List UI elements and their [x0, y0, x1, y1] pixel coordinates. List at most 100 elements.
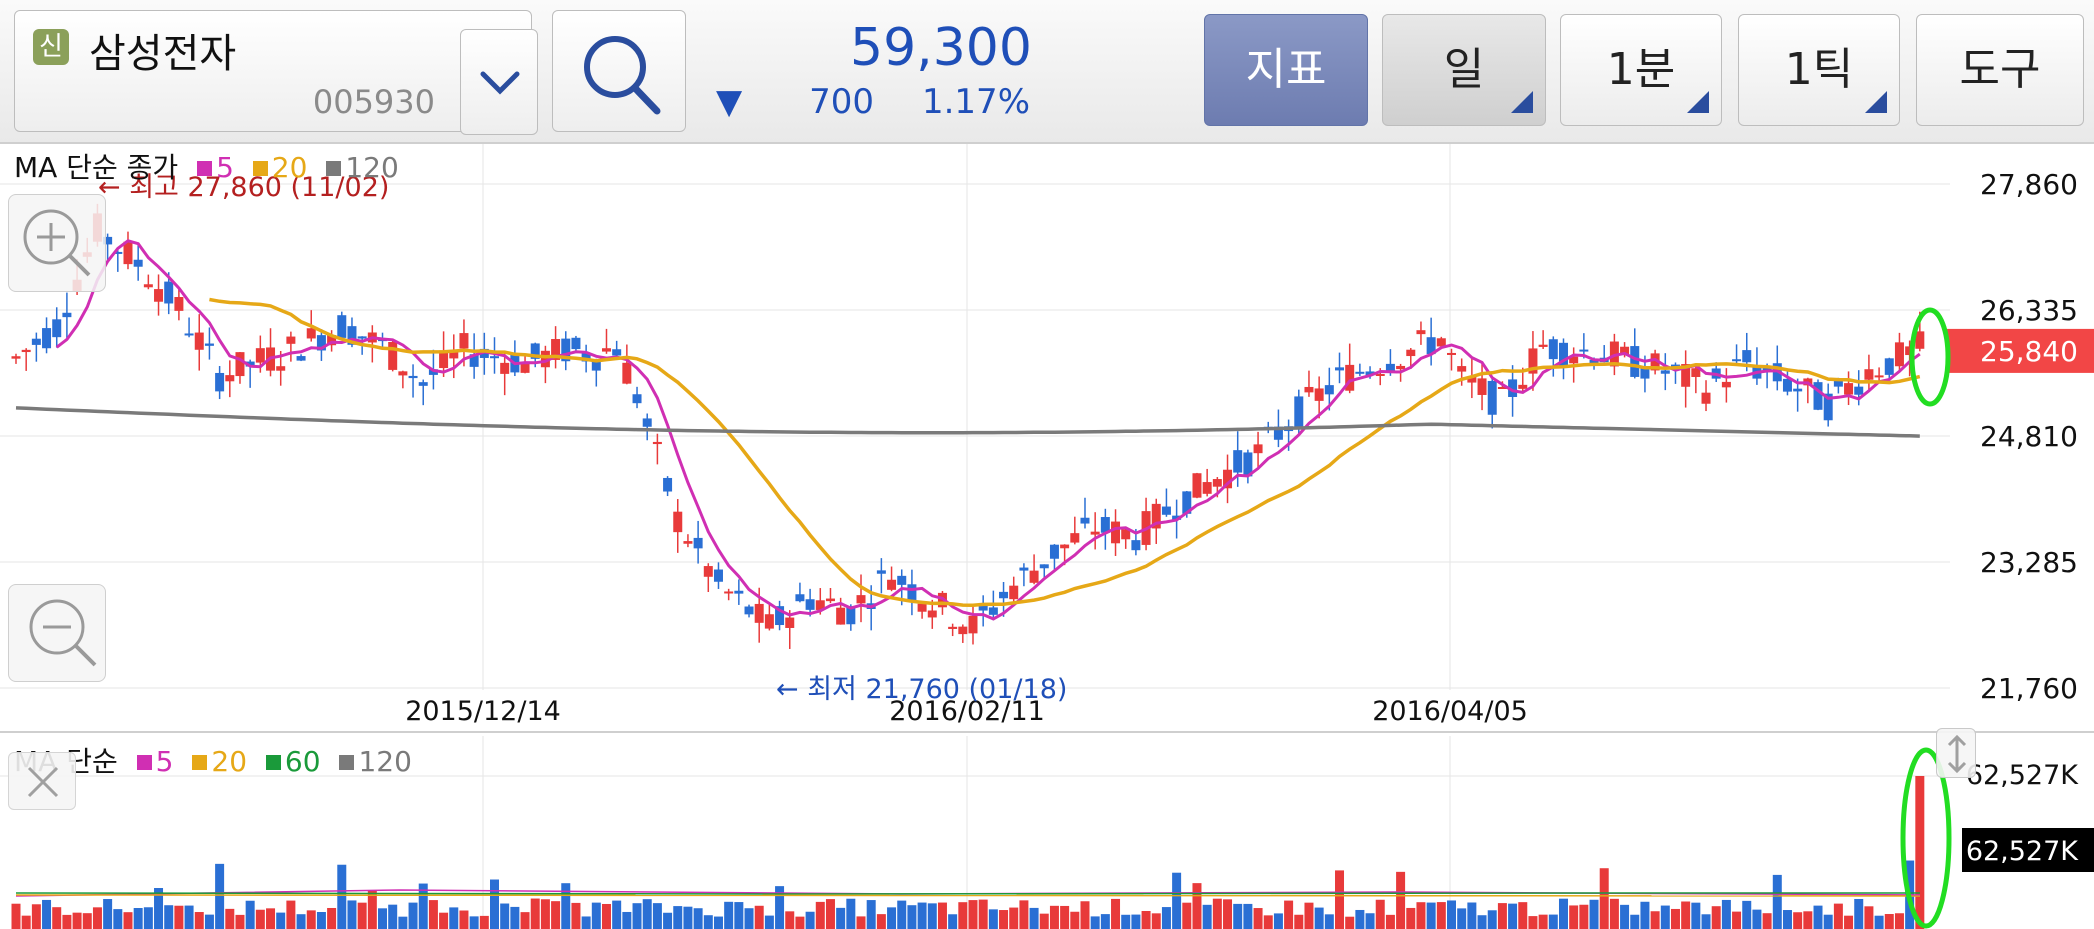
candle-body: [215, 372, 225, 392]
candle-body: [520, 361, 530, 373]
indicator-button[interactable]: 지표: [1204, 14, 1368, 126]
volume-bar: [1355, 909, 1365, 929]
volume-bar: [1019, 900, 1029, 929]
volume-bar: [887, 907, 897, 929]
candle-body: [388, 342, 398, 370]
volume-bar: [439, 912, 449, 929]
price-axis-label: 23,285: [1980, 546, 2078, 579]
candle-body: [551, 339, 561, 360]
volume-bar: [754, 905, 764, 929]
volume-bar: [703, 915, 713, 929]
volume-bar: [82, 913, 92, 929]
candle-body: [561, 338, 571, 362]
volume-bar: [1589, 899, 1599, 929]
candle-body: [1396, 365, 1406, 370]
volume-bar: [1681, 901, 1691, 929]
candle-body: [1487, 380, 1497, 415]
candle-body: [1151, 503, 1161, 529]
highlight-oval: [1909, 307, 1951, 407]
close-volume-button[interactable]: [8, 752, 76, 810]
candle-body: [347, 326, 357, 345]
volume-bar: [1864, 906, 1874, 929]
candle-body: [1569, 356, 1579, 364]
tick-button[interactable]: 1틱: [1738, 14, 1900, 126]
volume-bar: [1141, 911, 1151, 929]
candle-body: [1884, 358, 1894, 375]
volume-bar: [1884, 914, 1894, 929]
zoom-in-button[interactable]: [8, 194, 106, 292]
volume-bar: [1833, 903, 1843, 929]
volume-bar: [856, 916, 866, 929]
candle-body: [856, 595, 866, 604]
volume-bar: [1854, 898, 1864, 929]
candle-body: [1640, 368, 1650, 379]
candle-body: [1202, 482, 1212, 494]
volume-bar: [1284, 900, 1294, 929]
candle-body: [1558, 342, 1568, 366]
stock-selector[interactable]: 신 삼성전자 005930: [14, 10, 538, 135]
volume-bar: [1701, 914, 1711, 929]
candle-body: [1894, 342, 1904, 367]
candle-body: [1192, 473, 1202, 498]
search-button[interactable]: [552, 10, 686, 132]
volume-bar: [1182, 902, 1192, 929]
volume-bar: [1060, 905, 1070, 929]
volume-bar: [428, 900, 438, 929]
volume-bar: [337, 864, 347, 929]
candle-body: [1467, 376, 1477, 383]
volume-bar: [785, 911, 795, 929]
candle-body: [1233, 450, 1243, 473]
volume-bar: [805, 911, 815, 929]
date-axis-label: 2016/02/11: [889, 696, 1045, 727]
candle-body: [805, 599, 815, 610]
candle-body: [357, 336, 367, 339]
volume-bar: [948, 914, 958, 929]
resize-arrow-icon: [1947, 734, 1967, 774]
volume-bar: [1304, 902, 1314, 929]
price-axis-label: 21,760: [1980, 672, 2078, 705]
volume-bar: [846, 898, 856, 929]
price-legend-label: MA 단순 종가: [14, 151, 179, 184]
candle-body: [1345, 364, 1355, 391]
candle-body: [846, 606, 856, 625]
candle-body: [1029, 570, 1039, 583]
zoom-out-button[interactable]: [8, 584, 106, 682]
volume-bar: [663, 912, 673, 929]
minute-button[interactable]: 1분: [1560, 14, 1722, 126]
period-daily-button[interactable]: 일: [1382, 14, 1546, 126]
volume-bar: [1416, 902, 1426, 929]
volume-bar: [1793, 912, 1803, 929]
candle-body: [927, 610, 937, 618]
volume-bar: [1070, 911, 1080, 929]
candle-body: [1365, 371, 1375, 376]
candle-body: [1304, 386, 1314, 393]
resize-handle[interactable]: [1936, 728, 1976, 778]
volume-bar: [306, 910, 316, 929]
volume-bar: [713, 916, 723, 929]
stock-dropdown-button[interactable]: [460, 29, 538, 135]
volume-bar: [897, 900, 907, 929]
candle-body: [500, 362, 510, 374]
candle-body: [174, 297, 184, 311]
volume-bar: [1732, 911, 1742, 929]
candle-body: [734, 590, 744, 594]
candle-body: [1854, 386, 1864, 395]
vol-ma20-swatch: [192, 755, 208, 770]
new-badge: 신: [33, 29, 69, 65]
candle-body: [988, 607, 998, 615]
candle-body: [418, 382, 428, 386]
current-price: 59,300: [850, 18, 1032, 78]
volume-bar: [693, 908, 703, 929]
candle-body: [632, 394, 642, 404]
tools-button[interactable]: 도구: [1916, 14, 2084, 126]
volume-bar: [1823, 914, 1833, 929]
tick-label: 1틱: [1784, 44, 1854, 95]
volume-bar: [795, 916, 805, 929]
volume-bar: [1640, 901, 1650, 929]
volume-bar: [825, 899, 835, 929]
candle-body: [1314, 388, 1324, 401]
candle-body: [1426, 337, 1436, 355]
candle-body: [1864, 369, 1874, 380]
candle-body: [316, 335, 326, 351]
